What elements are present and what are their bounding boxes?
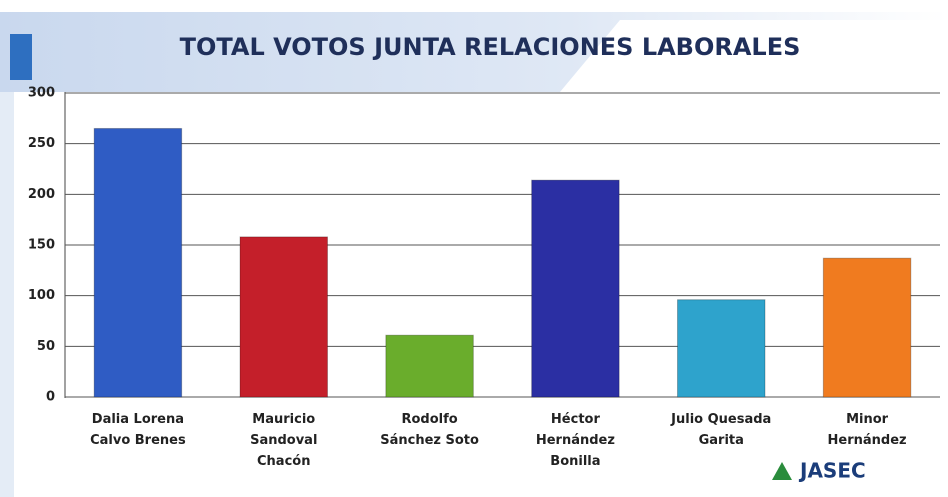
x-tick-label: Dalia Lorena Calvo Brenes (90, 412, 186, 448)
bar (822, 257, 912, 398)
x-tick-label: Julio Quesada Garita (671, 412, 772, 448)
bar (677, 299, 766, 398)
y-tick-label: 250 (28, 136, 55, 151)
y-tick-label: 50 (37, 339, 55, 354)
chart-title: TOTAL VOTOS JUNTA RELACIONES LABORALES (180, 33, 801, 61)
y-tick-label: 0 (46, 390, 55, 405)
x-tick-label: Minor Hernández (827, 412, 907, 448)
bar (93, 127, 183, 398)
y-tick-label: 150 (28, 238, 55, 253)
side-band (0, 92, 14, 497)
x-tick-label: Mauricio Sandoval Chacón (250, 412, 318, 469)
bar (239, 236, 328, 398)
y-tick-label: 100 (28, 288, 55, 303)
x-tick-label: Rodolfo Sánchez Soto (380, 412, 479, 448)
accent-block (10, 34, 32, 80)
y-tick-label: 300 (28, 86, 55, 101)
y-tick-label: 200 (28, 187, 55, 202)
header-band (0, 12, 948, 92)
logo: JASEC (798, 459, 866, 483)
logo-icon (772, 462, 792, 480)
bar (385, 334, 474, 398)
x-tick-label: Héctor Hernández Bonilla (535, 412, 615, 469)
bar (531, 179, 620, 398)
